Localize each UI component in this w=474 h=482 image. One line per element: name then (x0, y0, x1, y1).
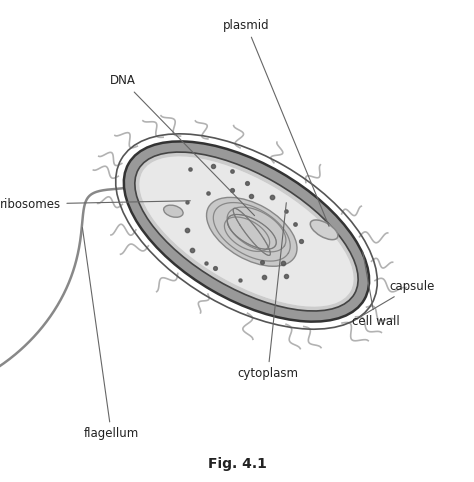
Ellipse shape (139, 157, 354, 307)
Ellipse shape (124, 141, 369, 321)
Ellipse shape (185, 188, 308, 274)
Ellipse shape (164, 205, 183, 217)
Ellipse shape (135, 152, 358, 311)
Text: DNA: DNA (110, 74, 255, 215)
Text: capsule: capsule (360, 280, 435, 317)
Text: ribosomes: ribosomes (0, 198, 191, 211)
Ellipse shape (170, 178, 323, 285)
Text: plasmid: plasmid (223, 19, 329, 227)
Ellipse shape (310, 220, 338, 240)
Text: Fig. 4.1: Fig. 4.1 (208, 457, 266, 471)
Ellipse shape (139, 157, 354, 307)
Text: flagellum: flagellum (82, 228, 139, 441)
Ellipse shape (201, 200, 292, 264)
Ellipse shape (216, 210, 277, 253)
Ellipse shape (155, 167, 338, 296)
Ellipse shape (231, 221, 262, 242)
Ellipse shape (207, 198, 297, 266)
Text: cell wall: cell wall (352, 252, 399, 328)
Text: cytoplasm: cytoplasm (237, 203, 298, 380)
